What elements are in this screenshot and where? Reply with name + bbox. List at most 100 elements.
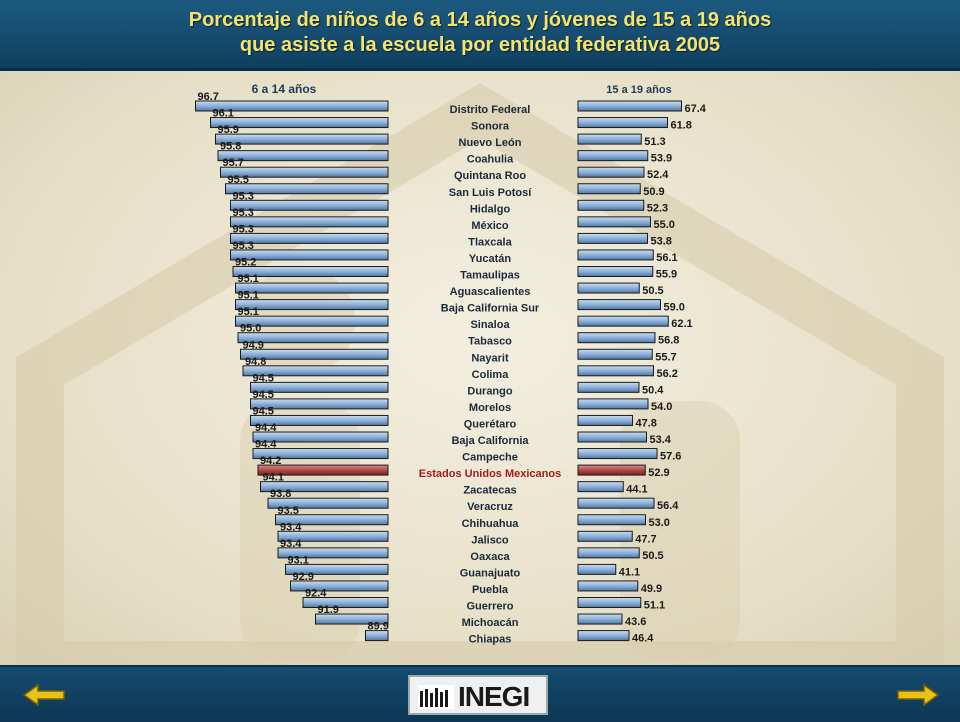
value-label-right: 59.0 xyxy=(664,302,685,314)
value-label-left: 92.4 xyxy=(305,588,327,600)
bar-right-20 xyxy=(577,431,647,443)
bar-left-31 xyxy=(315,613,389,625)
value-label-left: 93.4 xyxy=(280,538,302,550)
bar-left-4 xyxy=(220,166,389,178)
bar-left-23 xyxy=(260,481,389,493)
value-label-left: 95.3 xyxy=(233,223,254,235)
bar-right-26 xyxy=(577,530,633,542)
bar-left-11 xyxy=(235,282,389,294)
bar-left-32 xyxy=(365,630,389,642)
inegi-logo: INEGI xyxy=(408,675,548,715)
category-label: Chiapas xyxy=(469,634,512,646)
bar-right-7 xyxy=(577,216,651,228)
value-label-left: 95.9 xyxy=(218,124,239,136)
bar-left-27 xyxy=(277,547,389,559)
value-label-right: 52.3 xyxy=(647,202,668,214)
bar-left-13 xyxy=(235,315,389,327)
bar-left-5 xyxy=(225,183,389,195)
bar-left-19 xyxy=(250,414,389,426)
bar-left-14 xyxy=(237,332,389,344)
bar-right-30 xyxy=(577,597,642,608)
value-label-right: 62.1 xyxy=(671,318,692,330)
bar-right-1 xyxy=(577,117,668,129)
bar-right-8 xyxy=(577,232,648,244)
value-label-right: 43.6 xyxy=(625,616,646,628)
value-label-left: 96.1 xyxy=(213,108,234,120)
bar-right-19 xyxy=(577,414,633,426)
category-label: Jalisco xyxy=(471,534,509,546)
bar-left-2 xyxy=(215,133,389,145)
bar-left-7 xyxy=(230,216,389,228)
bar-right-32 xyxy=(577,630,630,642)
value-label-right: 55.9 xyxy=(656,269,677,281)
inegi-logo-mark-icon xyxy=(418,685,454,709)
value-label-right: 54.0 xyxy=(651,401,672,413)
value-label-right: 50.5 xyxy=(642,550,663,562)
bar-left-10 xyxy=(232,266,389,277)
category-label: Oaxaca xyxy=(470,551,510,563)
category-label: Querétaro xyxy=(464,418,517,430)
category-label: Yucatán xyxy=(469,253,511,265)
category-label: Guerrero xyxy=(466,601,513,613)
value-label-right: 52.4 xyxy=(647,169,669,181)
category-label: Tlaxcala xyxy=(468,236,512,248)
value-label-left: 93.1 xyxy=(288,554,309,566)
category-label: México xyxy=(471,220,509,232)
bar-left-18 xyxy=(250,398,389,410)
bar-right-11 xyxy=(577,282,640,294)
bar-right-23 xyxy=(577,481,624,493)
bar-left-3 xyxy=(217,150,389,162)
category-label: Zacatecas xyxy=(463,485,516,497)
category-label: Tamaulipas xyxy=(460,270,520,282)
category-label: Michoacán xyxy=(462,617,519,629)
bar-right-12 xyxy=(577,299,661,311)
value-label-left: 89.9 xyxy=(368,621,389,633)
category-label: Veracruz xyxy=(467,501,513,513)
category-label: Morelos xyxy=(469,402,511,414)
bar-right-17 xyxy=(577,381,640,393)
value-label-left: 95.1 xyxy=(238,306,259,318)
bar-right-22 xyxy=(577,464,646,476)
value-label-left: 95.2 xyxy=(235,257,256,269)
value-label-right: 53.9 xyxy=(651,153,672,165)
bar-right-4 xyxy=(577,166,645,178)
category-label: Colima xyxy=(472,369,510,381)
category-label: San Luis Potosí xyxy=(449,187,532,199)
value-label-left: 92.9 xyxy=(293,571,314,583)
bar-left-30 xyxy=(302,597,389,608)
bar-right-28 xyxy=(577,563,617,575)
logo-text: INEGI xyxy=(458,681,530,712)
category-label: Baja California xyxy=(451,435,529,447)
value-label-right: 56.8 xyxy=(658,335,679,347)
bar-right-25 xyxy=(577,514,646,526)
page-title: Porcentaje de niños de 6 a 14 años y jóv… xyxy=(0,8,960,58)
category-label: Distrito Federal xyxy=(450,104,531,116)
bar-left-0 xyxy=(195,100,389,112)
arrow-right-icon[interactable] xyxy=(896,683,940,707)
value-label-left: 95.7 xyxy=(223,157,244,169)
value-label-right: 56.2 xyxy=(657,368,678,380)
bar-left-6 xyxy=(230,199,389,211)
value-label-right: 57.6 xyxy=(660,451,681,463)
value-label-right: 61.8 xyxy=(671,120,692,132)
footer-bar: INEGI xyxy=(0,665,960,722)
value-label-right: 47.8 xyxy=(636,417,657,429)
value-label-right: 51.1 xyxy=(644,600,665,612)
value-label-left: 94.5 xyxy=(253,389,274,401)
bar-right-16 xyxy=(577,365,654,377)
chart-area: 6 a 14 años 15 a 19 años 96.7 67.4 Distrito … xyxy=(0,71,960,665)
category-label: Nayarit xyxy=(471,352,509,364)
value-label-right: 52.9 xyxy=(648,467,669,479)
category-label: Nuevo León xyxy=(459,137,522,149)
value-label-left: 94.2 xyxy=(260,455,281,467)
bar-left-21 xyxy=(252,448,389,460)
arrow-left-icon[interactable] xyxy=(22,683,66,707)
bar-left-16 xyxy=(242,365,389,377)
bar-right-14 xyxy=(577,332,656,344)
value-label-left: 95.1 xyxy=(238,273,259,285)
value-label-left: 95.1 xyxy=(238,290,259,302)
category-label: Coahulia xyxy=(467,154,514,166)
category-label: Sonora xyxy=(471,121,510,133)
series-right-title: 15 a 19 años xyxy=(606,84,671,96)
category-label: Tabasco xyxy=(468,336,512,348)
